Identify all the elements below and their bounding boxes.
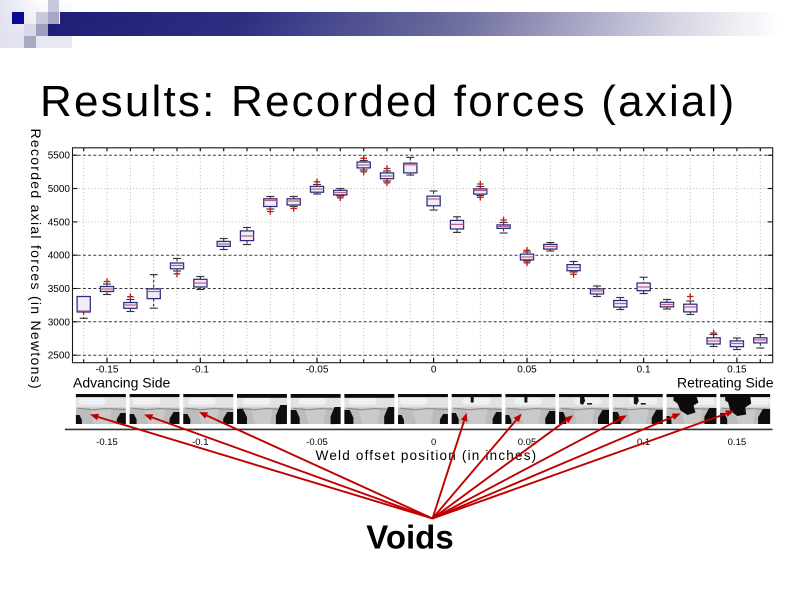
svg-text:4000: 4000	[48, 251, 71, 262]
svg-text:2500: 2500	[48, 351, 71, 362]
svg-text:-0.05: -0.05	[306, 364, 329, 375]
svg-text:3500: 3500	[48, 284, 71, 295]
svg-text:-0.05: -0.05	[306, 437, 328, 448]
svg-text:0.05: 0.05	[517, 364, 537, 375]
svg-text:Advancing Side: Advancing Side	[73, 375, 171, 391]
svg-text:Retreating Side: Retreating Side	[677, 375, 774, 391]
svg-text:0.15: 0.15	[728, 437, 747, 448]
svg-text:0.1: 0.1	[637, 364, 651, 375]
svg-text:0.15: 0.15	[727, 364, 747, 375]
svg-text:5500: 5500	[48, 151, 71, 162]
svg-text:0: 0	[431, 364, 437, 375]
svg-text:5000: 5000	[48, 184, 71, 195]
svg-text:0: 0	[431, 437, 436, 448]
svg-text:3000: 3000	[48, 317, 71, 328]
svg-text:0.05: 0.05	[518, 437, 537, 448]
svg-text:-0.1: -0.1	[192, 437, 208, 448]
svg-text:-0.15: -0.15	[96, 437, 118, 448]
svg-text:4500: 4500	[48, 217, 71, 228]
svg-text:Recorded axial forces (in Newt: Recorded axial forces (in Newtons)	[28, 129, 44, 390]
svg-text:-0.1: -0.1	[192, 364, 210, 375]
svg-text:-0.15: -0.15	[96, 364, 119, 375]
svg-text:Weld offset position (in inche: Weld offset position (in inches)	[316, 448, 538, 463]
svg-text:Voids: Voids	[366, 519, 453, 556]
